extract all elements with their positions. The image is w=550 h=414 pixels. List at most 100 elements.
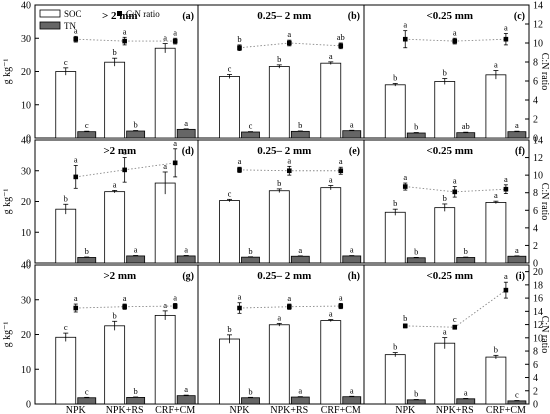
right-tick-label: 18 [533, 280, 543, 291]
cn-letter: a [504, 271, 508, 281]
tn-bar [290, 255, 310, 264]
legend-tn-label: TN [64, 21, 76, 31]
tn-bar [456, 132, 476, 139]
cn-marker [122, 304, 127, 309]
soc-bar [154, 47, 176, 139]
soc-letter: b [393, 198, 397, 208]
category-label: NPK+RS [436, 405, 474, 414]
tn-bar [77, 131, 97, 139]
cn-marker [172, 160, 178, 166]
right-tick-label: 4 [533, 373, 538, 384]
soc-bar [104, 61, 126, 139]
cn-letter: a [287, 293, 291, 303]
left-axis-label: g kg⁻¹ [2, 189, 13, 215]
panel-label: (e) [349, 146, 360, 157]
left-axis-label: g kg⁻¹ [2, 322, 13, 348]
panel-title: 0.25– 2 mm [257, 270, 311, 282]
cn-marker [73, 36, 79, 42]
tn-bar [342, 255, 362, 264]
soc-bar [485, 356, 507, 405]
right-tick-label: 8 [533, 188, 538, 199]
tn-letter: a [350, 119, 354, 129]
tn-bar [176, 255, 196, 264]
soc-letter: b [64, 193, 68, 203]
tn-letter: c [85, 120, 89, 130]
tn-bar [241, 397, 260, 405]
cn-letter: b [403, 313, 407, 323]
soc-letter: b [227, 324, 231, 334]
tn-letter: b [298, 120, 302, 130]
soc-bar [219, 338, 240, 405]
cn-letter: a [123, 147, 127, 157]
soc-bar [55, 71, 77, 139]
category-label: NPK [66, 405, 87, 414]
panel-label: (g) [182, 271, 194, 282]
tn-letter: a [515, 245, 519, 255]
tn-bar [456, 398, 476, 405]
tn-letter: a [350, 245, 354, 255]
left-tick-label: 0 [26, 259, 31, 270]
tn-letter: c [249, 121, 253, 131]
right-axis-label: C:N ratio [539, 53, 550, 91]
cn-letter: a [173, 27, 177, 37]
legend-soc-label: SOC [64, 9, 82, 19]
left-tick-label: 30 [21, 295, 31, 306]
soc-letter: a [163, 33, 167, 43]
soc-bar [434, 207, 456, 264]
tn-bar [241, 131, 260, 139]
legend-tn-swatch [39, 21, 61, 30]
soc-bar [55, 208, 77, 264]
tn-letter: a [298, 386, 302, 396]
category-label: NPK+RS [106, 405, 144, 414]
soc-letter: a [329, 309, 333, 319]
tn-bar [456, 257, 476, 264]
cn-letter: a [453, 27, 457, 37]
category-label: NPK+RS [270, 405, 308, 414]
cn-marker [237, 45, 242, 51]
soc-letter: a [163, 300, 167, 310]
panel-label: (i) [516, 271, 525, 282]
soc-letter: b [494, 344, 498, 354]
tn-letter: b [414, 122, 418, 132]
soc-bar [434, 81, 456, 139]
cn-marker [338, 43, 344, 49]
right-tick-label: 2 [533, 241, 538, 252]
right-tick-label: 8 [533, 58, 538, 69]
cn-marker [402, 323, 408, 329]
cn-letter: a [74, 25, 78, 35]
soc-bar [268, 66, 290, 139]
tn-letter: b [414, 246, 418, 256]
right-tick-label: 6 [533, 360, 538, 371]
right-tick-label: 6 [533, 206, 538, 217]
panel-title: <0.25 mm [426, 270, 473, 282]
right-tick-label: 0 [533, 134, 538, 145]
soc-letter: b [113, 47, 117, 57]
tn-bar [126, 396, 146, 405]
legend-cn-label: C:N ratio [126, 9, 160, 19]
soc-letter: a [163, 161, 167, 171]
tn-letter: a [464, 387, 468, 397]
cn-letter: a [173, 292, 177, 302]
cn-letter: ab [337, 32, 345, 42]
left-tick-label: 10 [21, 100, 31, 111]
soc-bar [384, 354, 406, 405]
left-tick-label: 0 [26, 134, 31, 145]
cn-marker [172, 38, 178, 44]
cn-letter: a [74, 293, 78, 303]
soc-letter: a [443, 327, 447, 337]
right-tick-label: 0 [533, 259, 538, 270]
soc-letter: b [443, 193, 447, 203]
soc-letter: b [277, 178, 281, 188]
tn-letter: c [515, 390, 519, 400]
legend-cn-marker [117, 11, 122, 16]
soc-bar [320, 62, 342, 139]
category-label: CRF+CM [155, 405, 195, 414]
right-tick-label: 20 [533, 267, 543, 278]
soc-letter: a [113, 179, 117, 189]
left-tick-label: 30 [21, 166, 31, 177]
tn-letter: a [134, 244, 138, 254]
soc-bar [55, 336, 77, 405]
right-tick-label: 14 [533, 307, 543, 318]
tn-bar [507, 131, 527, 139]
panel-label: (c) [514, 11, 525, 22]
